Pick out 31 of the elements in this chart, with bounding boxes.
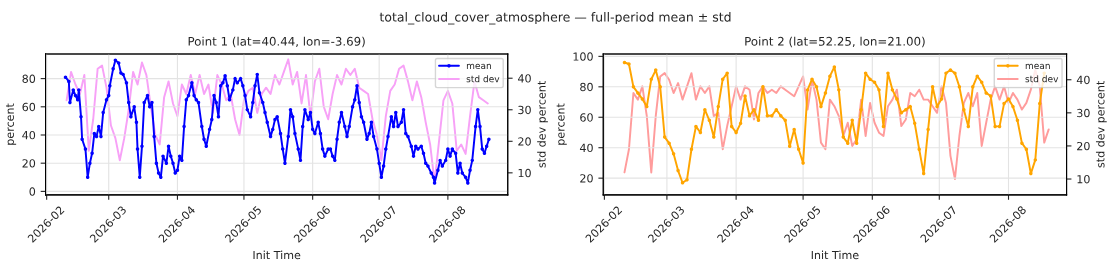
legend-label: std dev [466, 75, 500, 83]
y2-tick-label: 30 [518, 105, 531, 115]
y-tick-label: 80 [22, 74, 36, 83]
y-tick-label: 20 [580, 174, 593, 183]
y2-axis-title: std dev percent [1095, 81, 1107, 168]
y-axis-title: percent [6, 103, 17, 145]
chart-title: Point 2 (lat=52.25, lon=21.00) [745, 36, 925, 48]
legend-label: mean [1025, 63, 1050, 70]
y2-tick-label: 40 [517, 74, 531, 83]
legend-label: std dev [1025, 75, 1059, 83]
y2-tick-label: 40 [1076, 75, 1090, 85]
y-tick-label: 40 [22, 130, 36, 140]
y-tick-label: 100 [573, 52, 593, 61]
y-tick-label: 60 [580, 113, 593, 122]
y-axis-title: percent [556, 103, 567, 145]
y-tick-label: 40 [579, 143, 593, 153]
y2-tick-label: 10 [518, 168, 531, 178]
y-tick-label: 80 [580, 82, 593, 92]
y-tick-label: 60 [22, 102, 36, 112]
y-tick-label: 0 [29, 187, 36, 196]
y-tick-label: 20 [22, 159, 36, 168]
y2-tick-label: 20 [518, 137, 531, 146]
x-axis-title: Init Time [811, 250, 859, 260]
y2-tick-label: 30 [1077, 108, 1090, 118]
text: total_cloud_cover_atmosphere — full-period mean ± std [379, 12, 731, 25]
y2-tick-label: 20 [1077, 141, 1090, 151]
y2-tick-label: 10 [1077, 175, 1090, 184]
chart-title: Point 1 (lat=40.44, lon=-3.69) [188, 36, 365, 48]
legend-label: mean [466, 63, 491, 70]
x-axis-title: Init Time [253, 250, 301, 260]
y2-axis-title: std dev percent [537, 81, 548, 168]
